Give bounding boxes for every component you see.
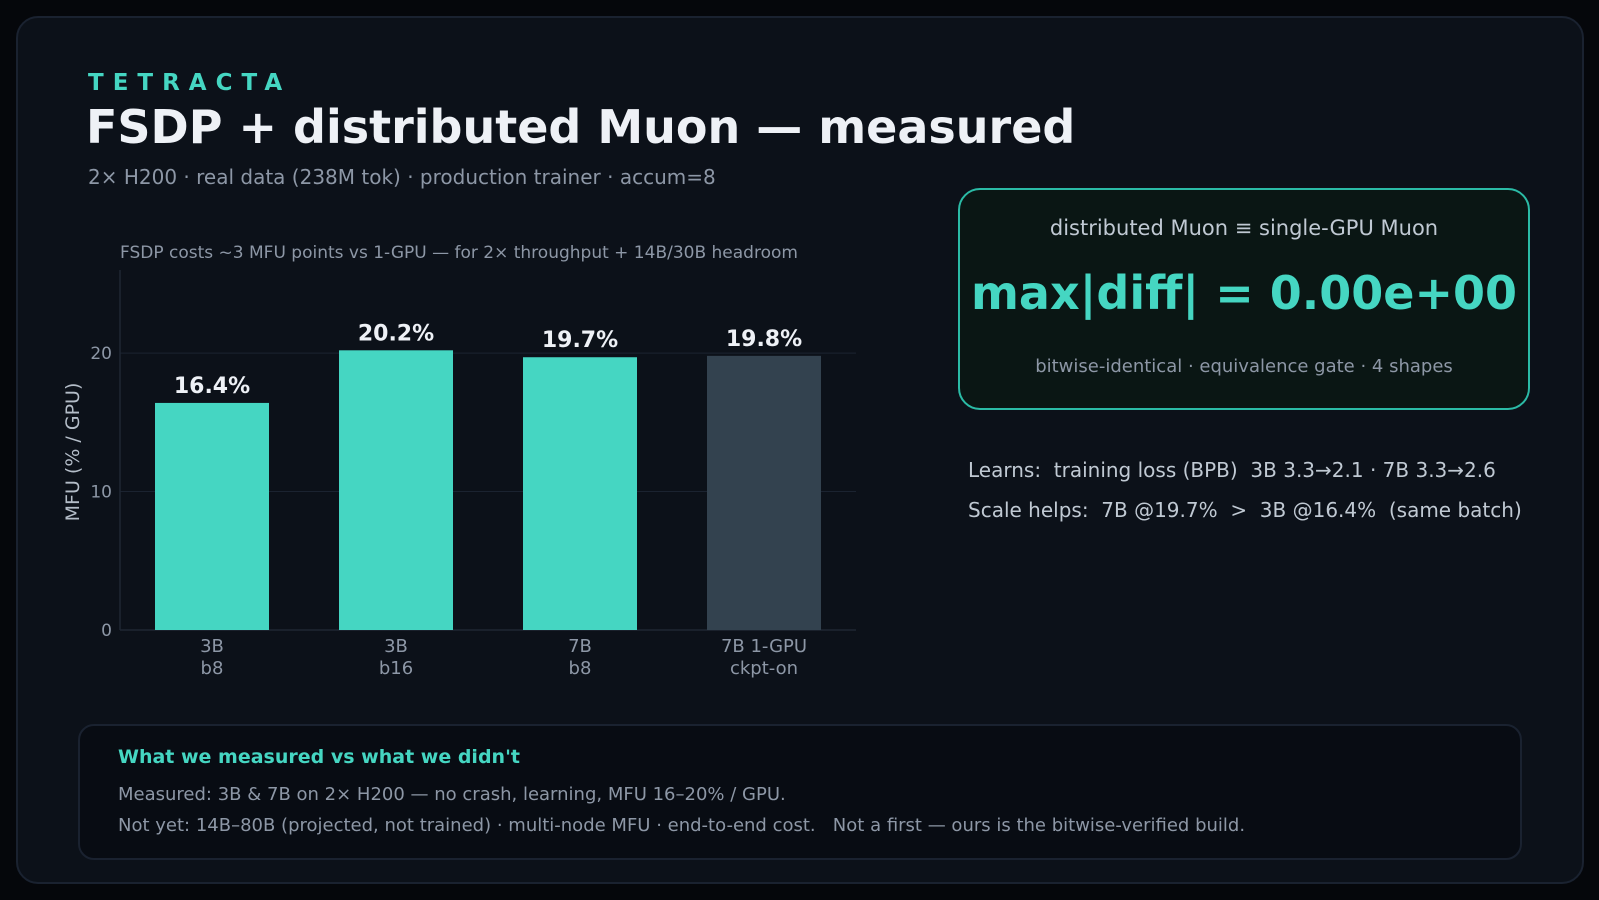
scale-fact: Scale helps: 7B @19.7% > 3B @16.4% (same… — [968, 498, 1522, 522]
notes-heading: What we measured vs what we didn't — [118, 746, 520, 768]
notes-measured: Measured: 3B & 7B on 2× H200 — no crash,… — [118, 784, 786, 805]
equivalence-gate-panel: distributed Muon ≡ single-GPU Muon max|d… — [958, 188, 1530, 410]
notes-not-yet: Not yet: 14B–80B (projected, not trained… — [118, 815, 1246, 836]
gate-max-diff-value: max|diff| = 0.00e+00 — [970, 266, 1518, 320]
measured-notes-panel: What we measured vs what we didn't Measu… — [78, 724, 1522, 860]
brand-label: TETRACTA — [88, 70, 292, 96]
page-subtitle: 2× H200 · real data (238M tok) · product… — [88, 165, 716, 189]
learns-fact: Learns: training loss (BPB) 3B 3.3→2.1 ·… — [968, 458, 1496, 482]
gate-note: bitwise-identical · equivalence gate · 4… — [1035, 356, 1453, 377]
gate-equivalence-label: distributed Muon ≡ single-GPU Muon — [1049, 216, 1439, 240]
page-title: FSDP + distributed Muon — measured — [86, 100, 1076, 154]
